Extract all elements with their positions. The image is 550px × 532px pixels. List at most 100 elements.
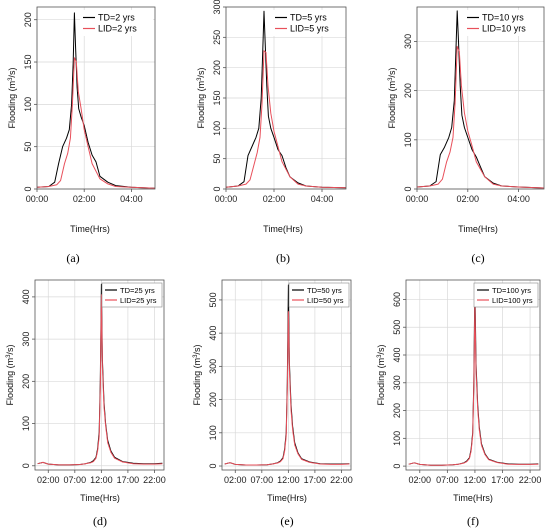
y-axis-label: Flooding (m3/s) [387, 68, 397, 129]
chart-panel-3: 00:00 02:00 04:00 0 100 200 300 Flooding (m3/s)… [387, 6, 545, 265]
x-tick-label: 12:00 [464, 475, 487, 485]
legend-label: TD=50 yrs [307, 286, 342, 295]
legend-box [80, 10, 153, 36]
y-axis-label: Flooding (m3/s) [5, 345, 15, 406]
y-axis-label: Flooding (m3/s) [192, 345, 202, 406]
series-line-td [416, 10, 545, 189]
legend-label: TD=5 yrs [290, 13, 327, 23]
x-tick-label: 17:00 [304, 475, 327, 485]
x-tick-label: 04:00 [507, 194, 530, 204]
y-axis-label: Flooding (m3/s) [7, 68, 17, 129]
series-line-lid [225, 50, 347, 189]
x-tick-label: 02:00 [37, 475, 60, 485]
y-tick-label: 400 [21, 289, 31, 304]
legend-label: LID=25 yrs [120, 296, 157, 305]
y-tick-label: 100 [208, 425, 218, 440]
panel-caption: (e) [280, 514, 293, 528]
y-tick-label: 0 [212, 186, 222, 191]
series-line-td [36, 12, 156, 189]
legend-label: TD=100 yrs [492, 286, 531, 295]
legend-label: LID=100 yrs [492, 296, 533, 305]
y-tick-label: 300 [208, 359, 218, 374]
x-axis-label: Time(Hrs) [453, 493, 493, 503]
x-tick-label: 00:00 [26, 194, 49, 204]
chart-panel-4: 02:00 07:00 12:00 17:00 22:00 0 100 200 300 400 Fl… [5, 279, 166, 528]
plot-frame [416, 6, 545, 190]
plot-frame [36, 6, 156, 190]
panel-caption: (d) [93, 514, 107, 528]
x-tick-label: 22:00 [519, 475, 542, 485]
x-tick-label: 02:00 [409, 475, 432, 485]
y-tick-label: 0 [392, 464, 402, 469]
y-tick-label: 500 [208, 292, 218, 307]
x-tick-label: 12:00 [277, 475, 300, 485]
y-tick-label: 0 [403, 186, 413, 191]
x-axis-label: Time(Hrs) [80, 493, 120, 503]
x-tick-label: 07:00 [436, 475, 459, 485]
plot-frame [221, 279, 352, 471]
panel-caption: (a) [66, 251, 79, 265]
y-tick-label: 400 [392, 347, 402, 362]
x-tick-label: 22:00 [143, 475, 166, 485]
x-axis-label: Time(Hrs) [263, 224, 303, 234]
series-line-lid [224, 311, 350, 466]
panel-caption: (b) [276, 251, 290, 265]
x-tick-label: 02:00 [73, 194, 96, 204]
y-tick-label: 200 [403, 83, 413, 98]
y-tick-label: 300 [21, 332, 31, 347]
y-tick-label: 100 [403, 132, 413, 147]
x-tick-label: 17:00 [117, 475, 140, 485]
y-tick-label: 200 [212, 60, 222, 75]
y-tick-label: 0 [23, 186, 33, 191]
y-tick-label: 200 [392, 403, 402, 418]
x-tick-label: 17:00 [491, 475, 514, 485]
panel-caption: (f) [467, 514, 479, 528]
y-tick-label: 200 [21, 374, 31, 389]
panel-caption: (c) [471, 251, 484, 265]
y-tick-label: 200 [208, 392, 218, 407]
legend-label: LID=2 yrs [98, 24, 137, 34]
series-line-lid [37, 294, 163, 466]
y-tick-label: 100 [21, 416, 31, 431]
y-tick-label: 50 [212, 154, 222, 164]
x-tick-label: 22:00 [330, 475, 353, 485]
x-tick-label: 04:00 [311, 194, 334, 204]
y-tick-label: 250 [212, 30, 222, 45]
legend-label: TD=25 yrs [120, 286, 155, 295]
y-tick-label: 100 [212, 121, 222, 136]
chart-panel-2: 00:00 02:00 04:00 0 50 100 150 200 250 300 Floodin… [196, 0, 347, 265]
chart-panel-5: 02:00 07:00 12:00 17:00 22:00 0 100 200 300 400 50… [192, 279, 353, 528]
x-tick-label: 02:00 [224, 475, 247, 485]
y-tick-label: 300 [212, 0, 222, 15]
legend-box [101, 282, 163, 308]
legend-box [288, 282, 350, 308]
y-tick-label: 400 [208, 326, 218, 341]
legend-box [272, 10, 344, 36]
y-tick-label: 600 [392, 292, 402, 307]
y-tick-label: 50 [23, 142, 33, 152]
y-tick-label: 100 [23, 97, 33, 112]
legend-label: TD=2 yrs [98, 13, 135, 23]
x-axis-label: Time(Hrs) [70, 224, 110, 234]
legend-label: TD=10 yrs [482, 13, 524, 23]
y-axis-label: Flooding (m3/s) [196, 68, 206, 129]
y-tick-label: 150 [23, 55, 33, 70]
y-tick-label: 200 [23, 12, 33, 27]
x-tick-label: 00:00 [406, 194, 429, 204]
y-tick-label: 150 [212, 90, 222, 105]
legend-label: LID=10 yrs [482, 24, 526, 34]
y-tick-label: 500 [392, 320, 402, 335]
chart-panel-1: 00:00 02:00 04:00 0 50 100 150 200 Flooding (m3/… [7, 6, 156, 265]
legend-box [473, 282, 539, 308]
x-tick-label: 07:00 [64, 475, 87, 485]
series-line-td [225, 10, 347, 189]
x-tick-label: 00:00 [215, 194, 238, 204]
x-axis-label: Time(Hrs) [458, 224, 498, 234]
